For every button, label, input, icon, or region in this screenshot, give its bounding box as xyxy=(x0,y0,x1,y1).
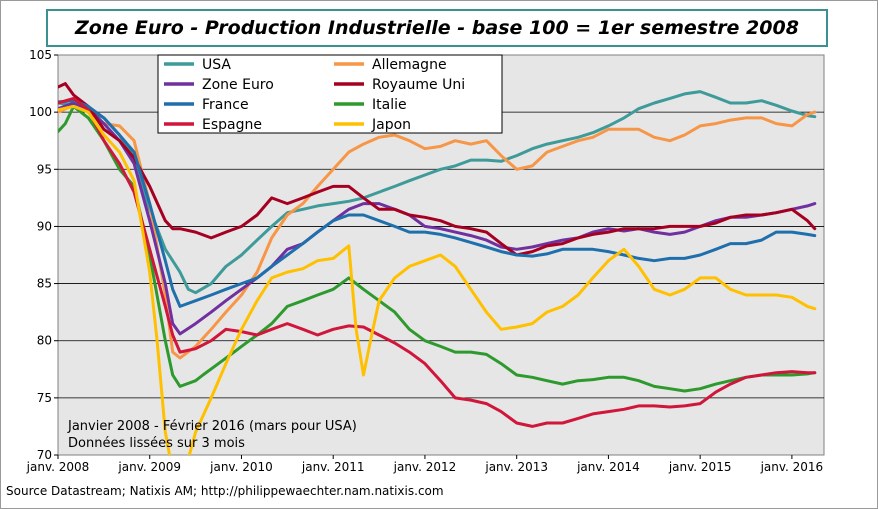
legend-label-italie: Italie xyxy=(372,97,407,113)
y-tick-label: 75 xyxy=(37,391,52,405)
source-note: Source Datastream; Natixis AM; http://ph… xyxy=(6,484,444,498)
series-line-japon xyxy=(58,104,817,455)
legend-box xyxy=(157,54,503,134)
x-tick-label: janv. 2015 xyxy=(668,460,732,474)
y-axis: 70 75 80 85 90 95 100 105 xyxy=(29,48,58,462)
legend-label-allemagne: Allemagne xyxy=(372,57,447,73)
legend-label-japon: Japon xyxy=(371,117,411,133)
chart-title: Zone Euro - Production Industrielle - ba… xyxy=(46,9,828,47)
x-tick-label: janv. 2012 xyxy=(393,460,457,474)
x-tick-label: janv. 2013 xyxy=(484,460,548,474)
x-tick-label: janv. 2011 xyxy=(301,460,365,474)
legend-label-usa: USA xyxy=(202,57,231,73)
y-tick-label: 95 xyxy=(37,162,52,176)
x-tick-label: janv. 2008 xyxy=(26,460,90,474)
series-line-france xyxy=(58,99,817,308)
x-tick-label: janv. 2009 xyxy=(117,460,181,474)
y-tick-label: 70 xyxy=(37,448,52,462)
legend-label-zone-euro: Zone Euro xyxy=(202,77,274,93)
y-tick-label: 80 xyxy=(37,334,52,348)
series-line-royaume-uni xyxy=(58,82,817,257)
legend-label-france: France xyxy=(202,97,249,113)
x-axis: janv. 2008 janv. 2009 janv. 2010 janv. 2011… xyxy=(26,455,824,474)
y-tick-label: 85 xyxy=(37,277,52,291)
x-tick-label: janv. 2016 xyxy=(760,460,824,474)
y-tick-label: 100 xyxy=(29,105,52,119)
legend: USA Allemagne Zone Euro Royaume Uni France It… xyxy=(157,54,503,134)
series-line-italie xyxy=(58,104,817,393)
legend-label-espagne: Espagne xyxy=(202,117,262,133)
series-line-zone-euro xyxy=(58,101,817,336)
series-group xyxy=(58,82,817,455)
x-tick-label: janv. 2014 xyxy=(576,460,640,474)
annotation-smoothing: Données lissées sur 3 mois xyxy=(68,436,245,451)
legend-label-royaume-uni: Royaume Uni xyxy=(372,77,465,93)
y-tick-label: 105 xyxy=(29,48,52,62)
y-tick-label: 90 xyxy=(37,219,52,233)
series-line-espagne xyxy=(58,96,817,428)
series-line-usa xyxy=(58,90,817,295)
x-tick-label: janv. 2010 xyxy=(209,460,273,474)
annotation-period: Janvier 2008 - Février 2016 (mars pour U… xyxy=(67,419,357,434)
series-line-allemagne xyxy=(58,103,817,360)
